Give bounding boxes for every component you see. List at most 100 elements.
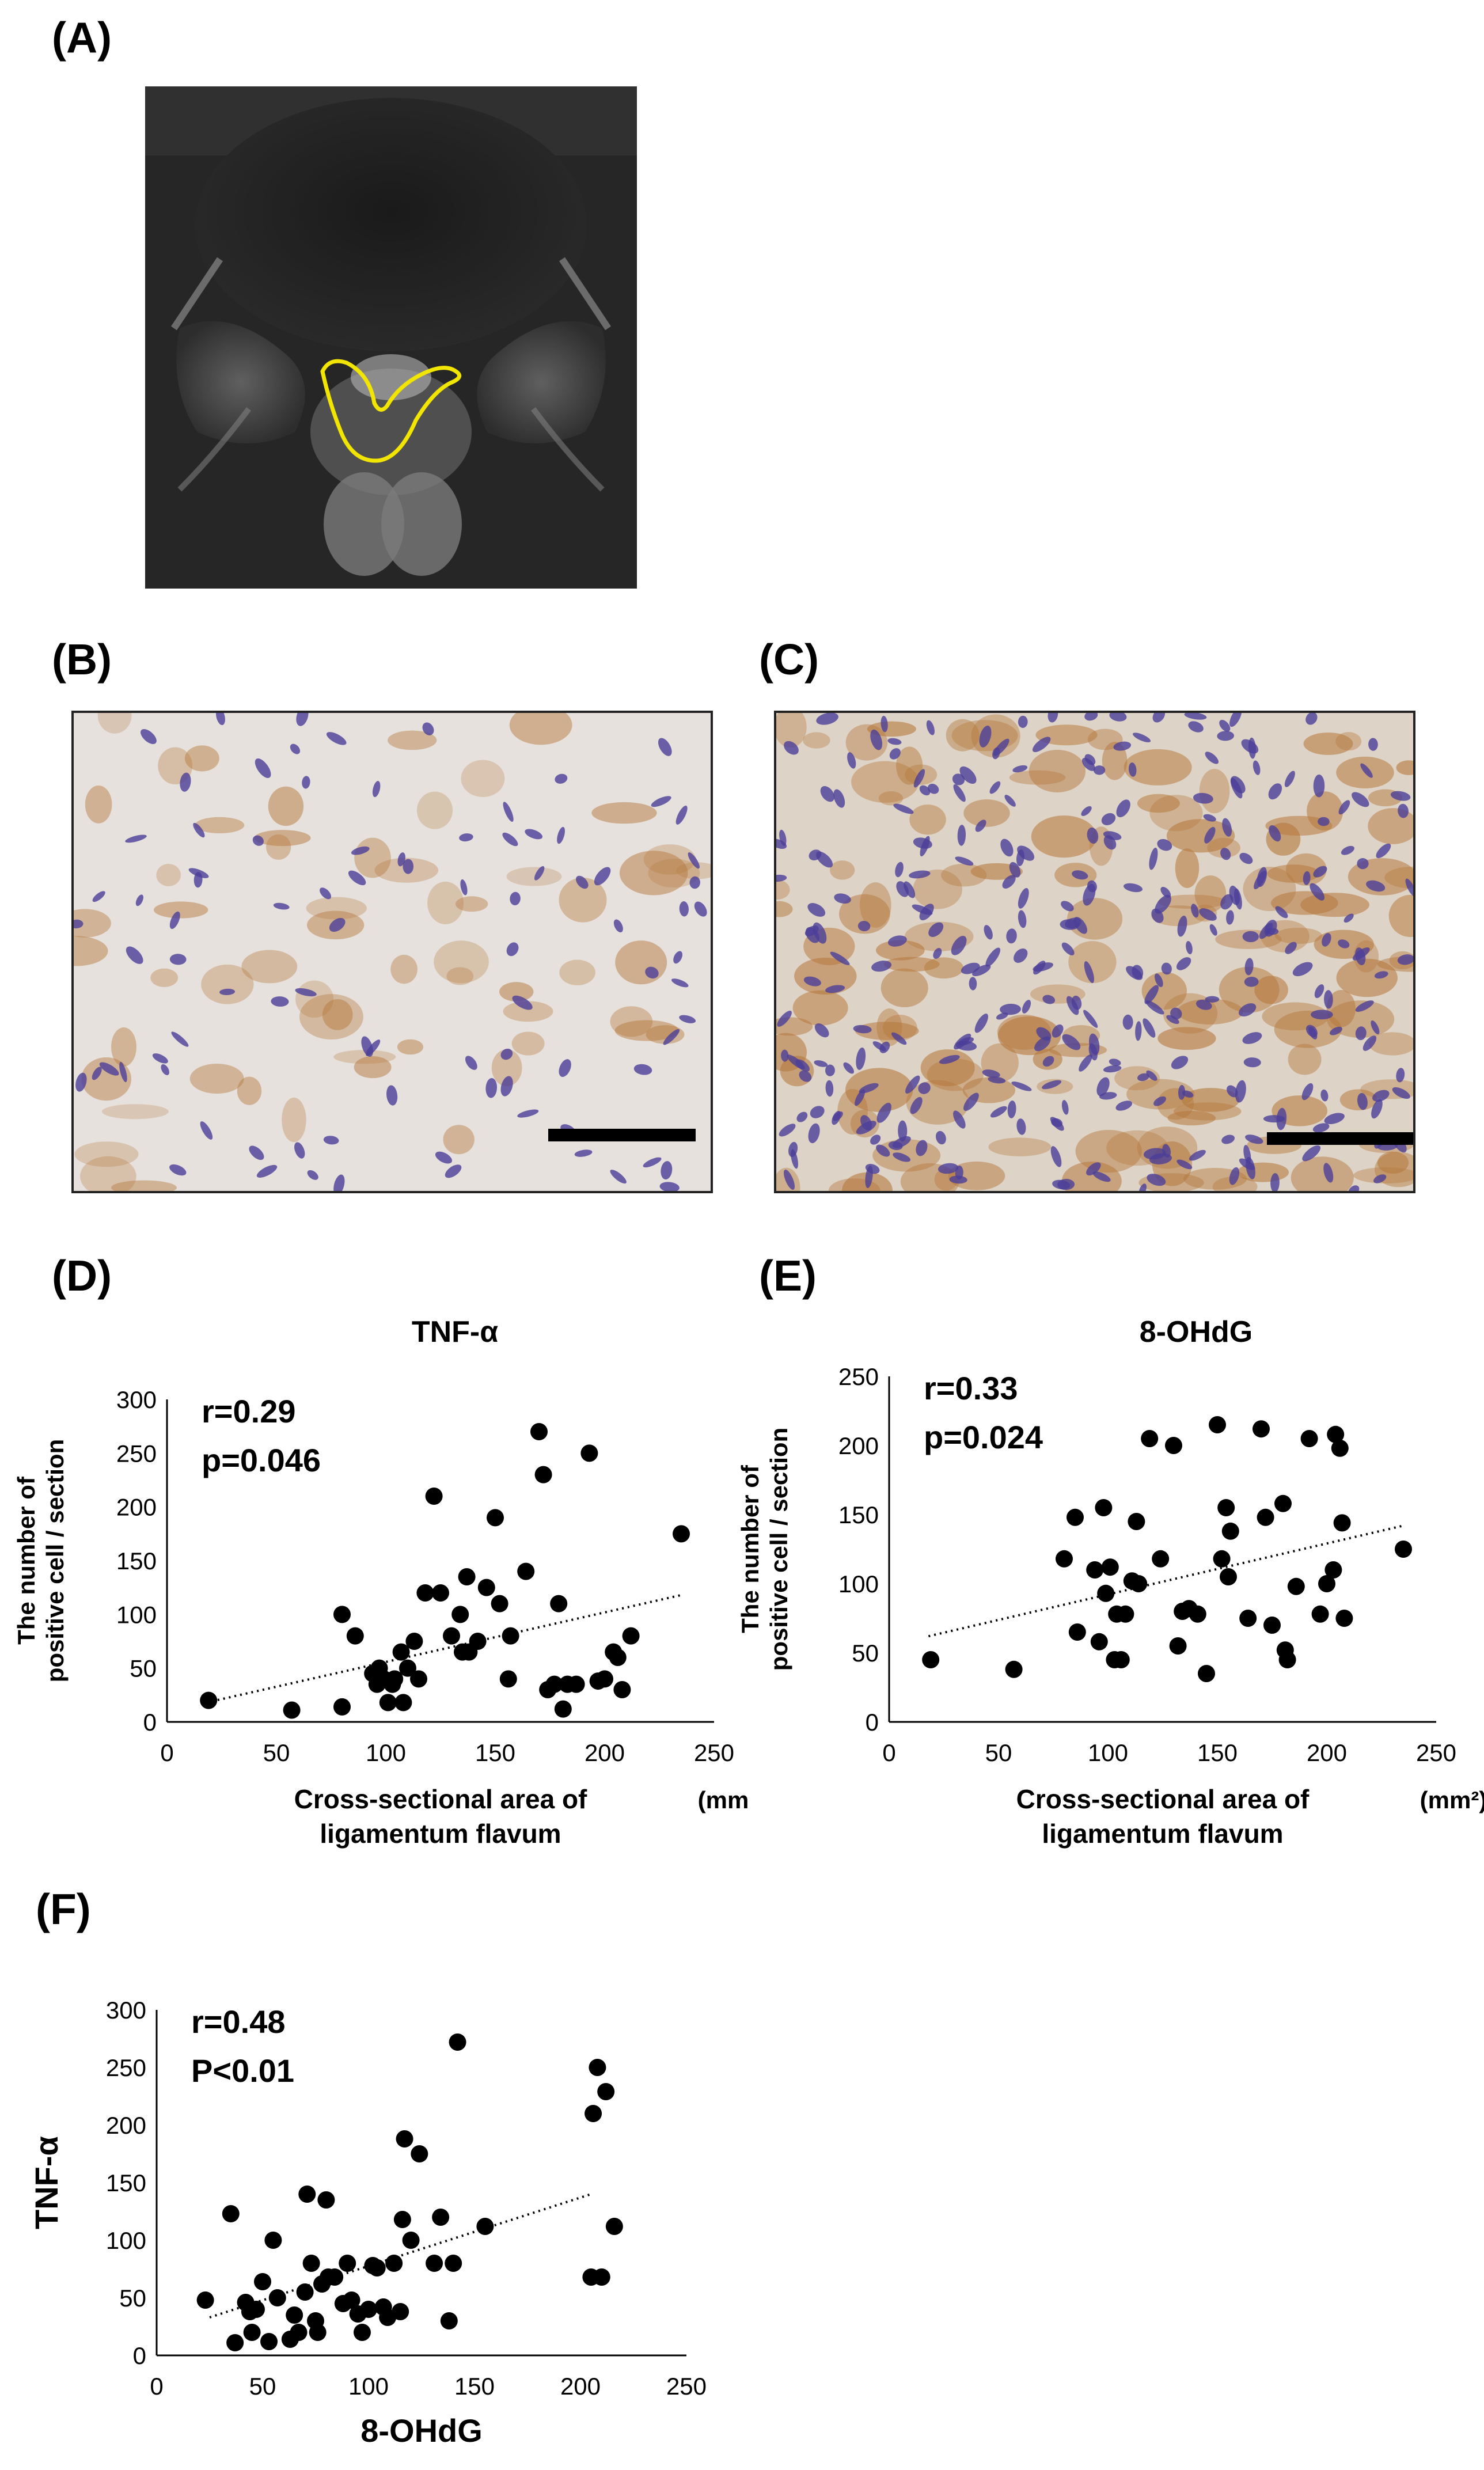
nucleus [459, 833, 473, 842]
nucleus [694, 901, 707, 917]
x-tick-label: 200 [585, 1739, 625, 1766]
nucleus [1341, 845, 1354, 855]
panel-label-d: (D) [52, 1251, 112, 1300]
nucleus [1032, 737, 1051, 752]
nucleus [990, 1106, 1007, 1118]
brown-stain [282, 1097, 306, 1143]
nucleus [99, 1062, 119, 1076]
data-point [379, 1694, 397, 1712]
y-tick-label: 250 [838, 1363, 879, 1390]
nucleus [1155, 973, 1163, 987]
data-point [1130, 1575, 1148, 1592]
brown-stain [511, 1031, 545, 1056]
nucleus [1132, 965, 1144, 980]
data-point [1221, 1522, 1239, 1540]
brown-stain [189, 1064, 244, 1094]
nucleus [953, 784, 966, 802]
data-point [333, 1698, 351, 1716]
ligamentum-flavum-outline [320, 359, 462, 463]
y-tick-label: 50 [119, 2285, 146, 2312]
nucleus [1103, 835, 1117, 850]
nucleus [1320, 1089, 1329, 1102]
y-axis-label: TNF-α [28, 2136, 64, 2229]
nucleus [1270, 1173, 1280, 1191]
nucleus [926, 720, 935, 735]
nucleus [1217, 731, 1235, 741]
nucleus [169, 911, 180, 929]
brown-stain [354, 1056, 392, 1079]
nucleus [982, 1069, 1000, 1078]
data-point [264, 2232, 282, 2249]
nucleus [188, 868, 209, 878]
data-point [416, 1584, 434, 1602]
brown-stain [254, 830, 311, 847]
brown-stain [1194, 875, 1227, 913]
x-tick-label: 150 [1197, 1739, 1238, 1766]
brown-stain [150, 968, 179, 987]
nucleus [870, 1135, 881, 1145]
nucleus [126, 946, 143, 964]
nucleus [898, 1120, 908, 1142]
nucleus [895, 862, 904, 878]
nucleus [169, 1164, 187, 1176]
nucleus [936, 1130, 946, 1145]
nucleus [152, 1053, 168, 1064]
nucleus [955, 856, 974, 866]
brown-stain [619, 851, 688, 896]
nucleus [1373, 1174, 1387, 1183]
data-point [402, 2232, 420, 2249]
stat-p: p=0.024 [924, 1419, 1043, 1455]
nucleus [333, 1174, 345, 1191]
data-point [491, 1595, 508, 1612]
nucleus [1244, 958, 1254, 976]
data-point [1287, 1577, 1305, 1595]
nucleus [525, 829, 543, 840]
nucleus [1128, 762, 1137, 777]
stat-r: r=0.33 [924, 1370, 1018, 1406]
nucleus [1323, 1163, 1334, 1183]
data-point [268, 2289, 286, 2306]
brown-stain [927, 1058, 984, 1091]
nucleus [893, 803, 914, 814]
nucleus [1084, 961, 1094, 984]
nucleus [1002, 875, 1016, 889]
nucleus [1238, 1003, 1257, 1017]
y-tick-label: 300 [106, 1997, 146, 2024]
data-point [1090, 1633, 1108, 1651]
x-tick-label: 50 [263, 1739, 290, 1766]
brown-stain [1388, 894, 1413, 938]
data-point [1300, 1430, 1318, 1447]
nucleus [675, 805, 688, 825]
nucleus [1004, 795, 1016, 807]
nucleus [1245, 1135, 1263, 1144]
nucleus [1073, 917, 1088, 934]
brown-stain [896, 746, 923, 785]
data-point [469, 1633, 487, 1650]
nucleus [825, 985, 845, 993]
nucleus [1011, 1082, 1032, 1091]
nucleus [1259, 923, 1273, 939]
nucleus [847, 752, 856, 769]
brown-stain [443, 1125, 475, 1155]
nucleus [663, 1029, 680, 1045]
data-point [302, 2255, 320, 2272]
nucleus [1157, 838, 1172, 851]
nucleus [1397, 954, 1413, 965]
nucleus [1086, 1162, 1101, 1176]
data-point [487, 1509, 504, 1527]
nucleus [1229, 1167, 1240, 1185]
nucleus [1016, 1118, 1026, 1135]
nucleus [779, 1124, 796, 1137]
data-point [222, 2205, 240, 2222]
brown-stain [946, 719, 980, 752]
histology-image-b [71, 711, 713, 1193]
brown-stain [1126, 1079, 1195, 1110]
x-axis-label: Cross-sectional area of [1016, 1784, 1310, 1814]
panel-label-b: (B) [52, 635, 112, 684]
nucleus [557, 826, 565, 844]
nucleus [856, 1047, 866, 1070]
nucleus [643, 1157, 662, 1168]
nucleus [1138, 1183, 1147, 1191]
nucleus [1061, 1100, 1069, 1115]
mri-drawing [145, 86, 637, 589]
